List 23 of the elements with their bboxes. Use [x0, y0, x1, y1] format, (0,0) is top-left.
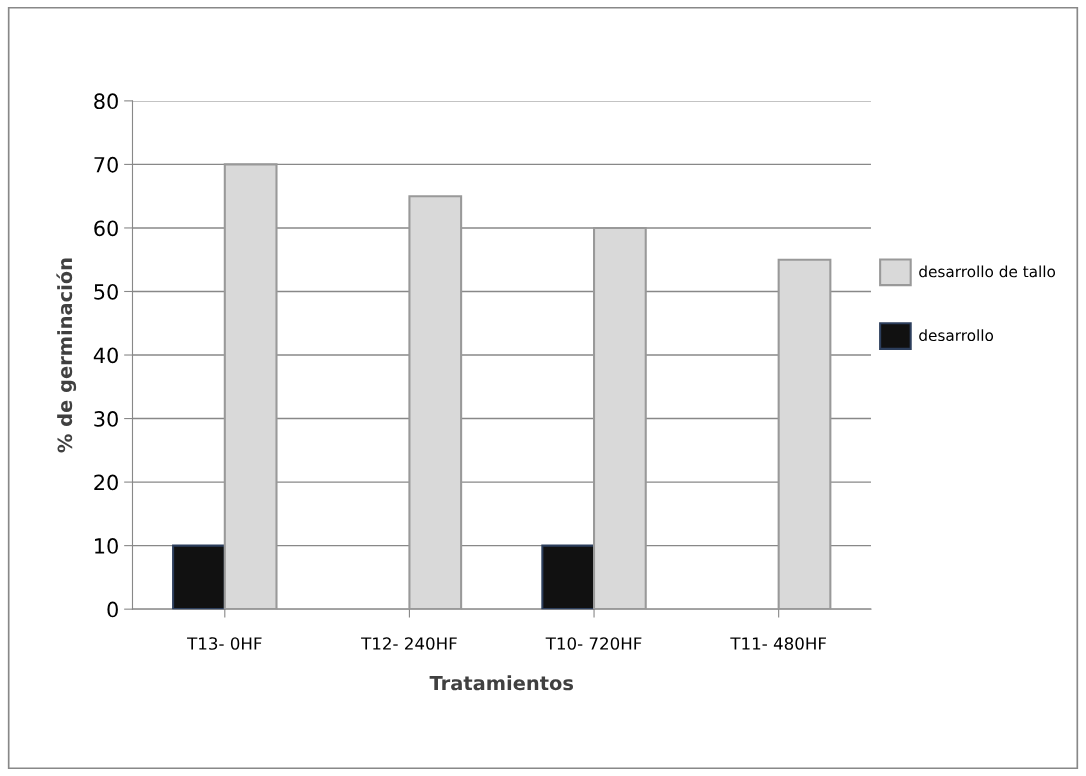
bar: [408, 195, 463, 610]
y-tick-label: 0: [107, 601, 118, 618]
x-tick-label: T11- 480HF: [730, 637, 827, 650]
y-tick-label: 40: [93, 347, 118, 364]
bar: [223, 163, 278, 610]
bar: [777, 258, 832, 610]
y-tick-label: 10: [95, 538, 118, 554]
y-tick-label: 60: [94, 220, 118, 237]
legend-label: desarrollo de tallo: [919, 265, 1056, 278]
x-axis-title: Tratamientos: [429, 675, 574, 691]
y-tick-label: 70: [94, 156, 118, 173]
bar: [541, 544, 596, 610]
y-tick-label: 20: [94, 474, 118, 491]
y-tick-label: 50: [94, 283, 118, 300]
x-tick-label: T13- 0HF: [187, 637, 262, 650]
bar: [593, 226, 647, 610]
y-tick-label: 80: [94, 93, 118, 110]
x-tick-label: T12- 240HF: [361, 637, 457, 650]
legend-label: desarrollo: [919, 329, 994, 342]
y-axis-title: % de germinación: [56, 258, 77, 453]
x-tick-label: T10- 720HF: [545, 637, 642, 650]
bar: [172, 544, 226, 610]
y-tick-label: 30: [94, 411, 118, 427]
